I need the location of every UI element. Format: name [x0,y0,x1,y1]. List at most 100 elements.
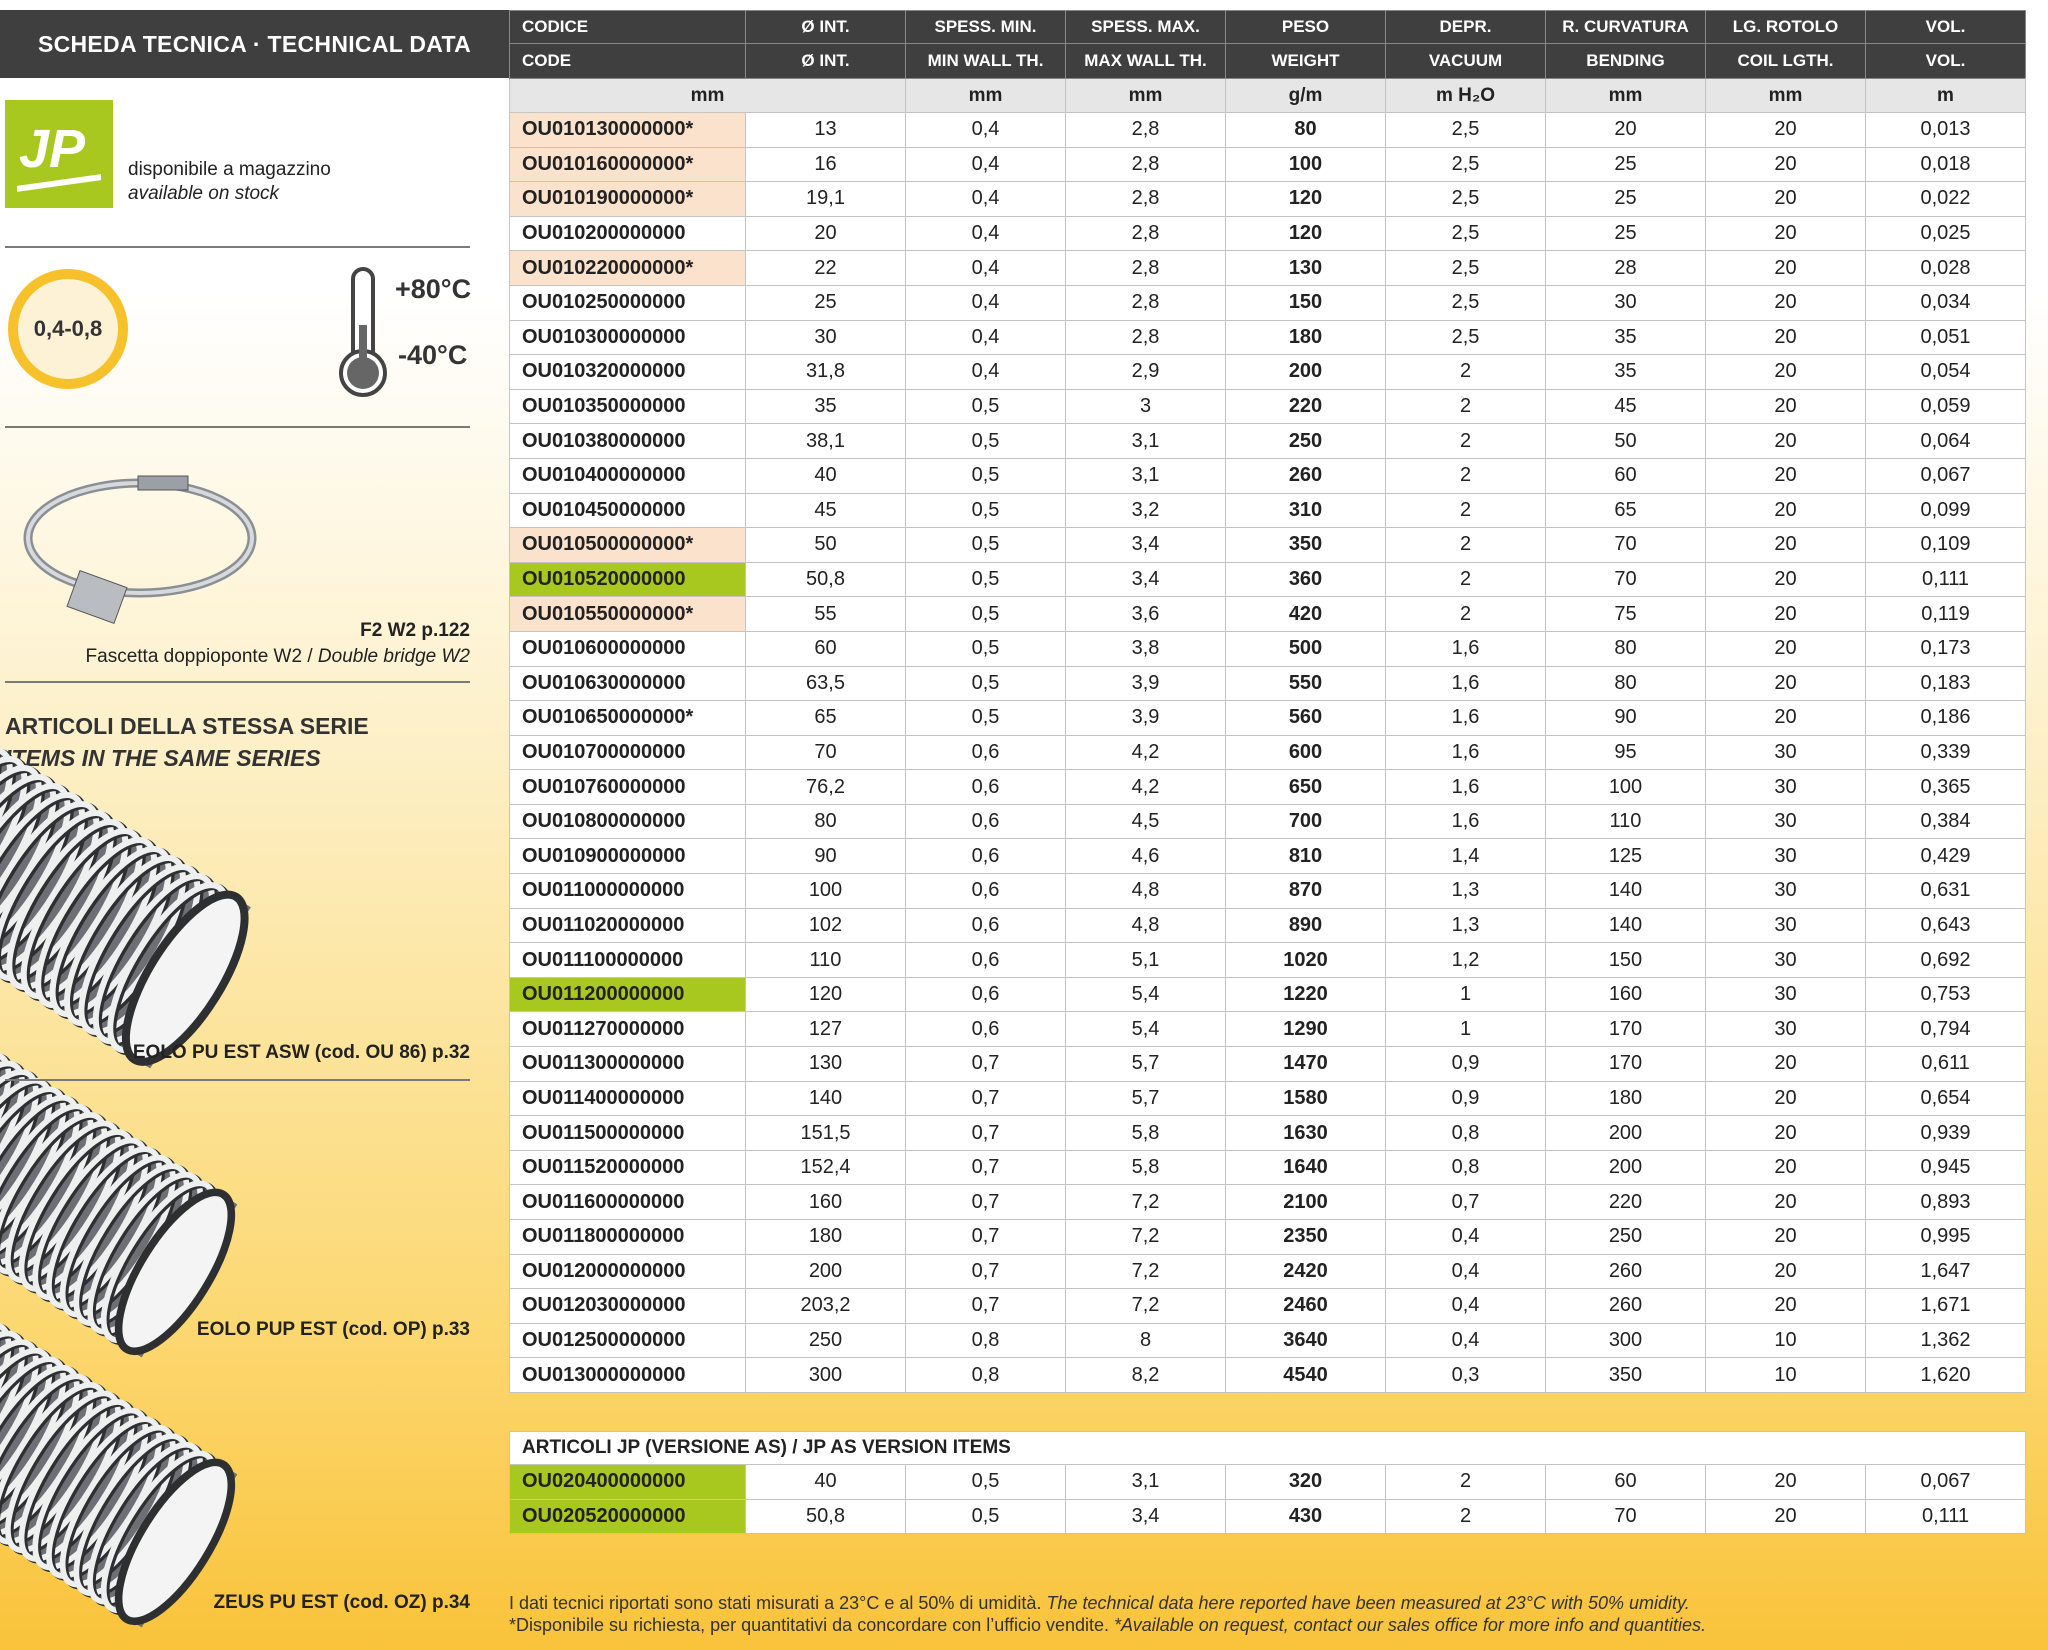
table-cell: 10 [1705,1357,1866,1393]
table-cell: 430 [1225,1498,1386,1535]
table-cell: 4,8 [1065,873,1226,909]
technical-table: CODICE Ø INT. SPESS. MIN. SPESS. MAX. PESO DE… [509,10,2026,1393]
table-cell: 30 [1705,803,1866,840]
table-cell: 0,5 [905,630,1066,667]
hose-ring [0,1060,26,1224]
table-cell: 5,8 [1065,1149,1226,1186]
table-cell: 0,3 [1385,1357,1546,1393]
data-row: OU020520000000 50,8 0,5 3,4 430 2 70 20 0,111 [509,1498,2027,1535]
table-cell: 2350 [1225,1219,1386,1255]
code-cell: OU010160000000* [509,146,746,183]
data-row: OU011000000000 100 0,6 4,8 870 1,3 140 30 0,631 [509,873,2026,909]
table-cell: 2 [1385,354,1546,390]
unit-cell: mm [1705,78,1866,113]
wall-thickness: 0,4-0,8 [34,316,103,341]
table-cell: 170 [1545,1011,1706,1048]
code-cell: OU011400000000 [509,1080,746,1117]
data-row: OU010190000000* 19,1 0,4 2,8 120 2,5 25 20 0,022 [509,181,2026,217]
hose-ring [0,746,14,919]
header-cell: Ø INT. [745,10,906,44]
table-cell: 20 [1705,492,1866,529]
header-cell: SPESS. MIN. [905,10,1066,44]
table-cell: 1,6 [1385,734,1546,771]
table-cell: 0,013 [1865,112,2026,148]
table-cell: 3640 [1225,1322,1386,1359]
table-cell: 30 [1705,1011,1866,1048]
table-cell: 40 [745,457,906,494]
table-cell: 30 [1705,838,1866,875]
table-cell: 0,753 [1865,976,2026,1013]
table-cell: 260 [1545,1288,1706,1324]
table-cell: 0,7 [905,1288,1066,1324]
table-cell: 20 [745,215,906,252]
footer-line: *Disponibile su richiesta, per quantitat… [509,1614,1706,1636]
code-cell: OU010500000000* [509,527,746,563]
table-cell: 2 [1385,388,1546,425]
table-cell: 0,7 [1385,1184,1546,1220]
data-row: OU010350000000 35 0,5 3 220 2 45 20 0,059 [509,388,2026,425]
table-cell: 2,8 [1065,146,1226,183]
table-cell: 80 [1545,665,1706,702]
table-cell: 8,2 [1065,1357,1226,1393]
table-cell: 0,4 [1385,1288,1546,1324]
data-row: OU011800000000 180 0,7 7,2 2350 0,4 250 20 0,995 [509,1219,2026,1255]
hose-ring [0,755,28,928]
header-cell: PESO [1225,10,1386,44]
table-cell: 2100 [1225,1184,1386,1220]
code-cell: OU010630000000 [509,665,746,702]
table-cell: 2 [1385,423,1546,459]
table-cell: 420 [1225,596,1386,632]
as-table-title: ARTICOLI JP (VERSIONE AS) / JP AS VERSIO… [508,1431,2027,1465]
table-cell: 1,647 [1865,1253,2026,1290]
table-cell: 1290 [1225,1011,1386,1048]
code-cell: OU010520000000 [509,561,746,598]
table-cell: 20 [1705,284,1866,321]
jp-logo: JP [5,100,113,208]
table-cell: 1 [1385,1011,1546,1048]
table-cell: 3,8 [1065,630,1226,667]
table-cell: 220 [1545,1184,1706,1220]
table-cell: 0,7 [905,1115,1066,1151]
table-cell: 1,4 [1385,838,1546,875]
table-cell: 2,5 [1385,215,1546,252]
code-cell: OU010320000000 [509,354,746,390]
table-cell: 25 [1545,181,1706,217]
table-cell: 0,4 [905,250,1066,286]
table-cell: 20 [1705,1080,1866,1117]
footer-it: I dati tecnici riportati sono stati misu… [509,1593,1047,1613]
table-cell: 2 [1385,1498,1546,1535]
table-cell: 0,186 [1865,700,2026,736]
table-cell: 60 [745,630,906,667]
table-cell: 20 [1705,319,1866,356]
table-cell: 0,654 [1865,1080,2026,1117]
data-row: OU010800000000 80 0,6 4,5 700 1,6 110 30 0,384 [509,803,2026,840]
code-cell: OU011520000000 [509,1149,746,1186]
table-cell: 50 [745,527,906,563]
footer: I dati tecnici riportati sono stati misu… [509,1592,1706,1636]
table-cell: 127 [745,1011,906,1048]
table-cell: 3,1 [1065,1464,1226,1500]
hose-end [114,1188,236,1356]
table-cell: 0,5 [905,596,1066,632]
table-cell: 102 [745,907,906,944]
table-cell: 4,6 [1065,838,1226,875]
table-cell: 0,6 [905,873,1066,909]
table-cell: 20 [1705,1464,1866,1500]
table-cell: 0,5 [905,388,1066,425]
table-cell: 3,1 [1065,423,1226,459]
table-cell: 20 [1705,146,1866,183]
table-cell: 0,7 [905,1253,1066,1290]
code-cell: OU010450000000 [509,492,746,529]
table-cell: 3,2 [1065,492,1226,529]
table-cell: 0,111 [1865,561,2026,598]
table-cell: 180 [1225,319,1386,356]
table-cell: 0,6 [905,942,1066,978]
table-cell: 150 [1225,284,1386,321]
header-cell: CODE [509,43,746,79]
table-cell: 4,2 [1065,769,1226,805]
table-cell: 75 [1545,596,1706,632]
table-cell: 0,067 [1865,457,2026,494]
table-cell: 650 [1225,769,1386,805]
table-cell: 70 [745,734,906,771]
table-cell: 0,7 [905,1046,1066,1082]
